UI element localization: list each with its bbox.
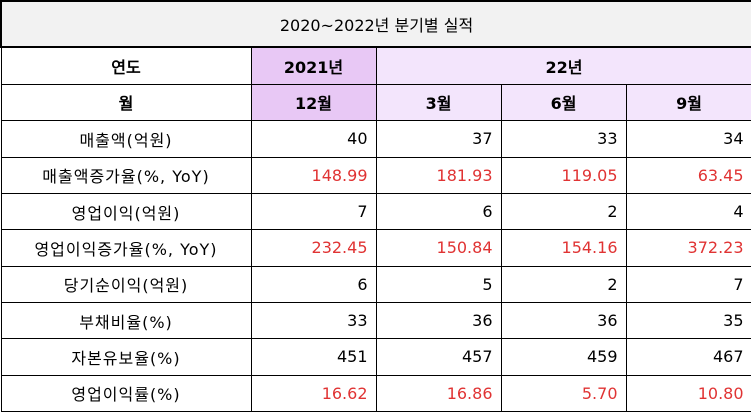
- value-cell: 7: [250, 192, 377, 231]
- value-cell: 37: [375, 120, 502, 158]
- year-header-row: 연도 2021년 22년: [0, 46, 751, 85]
- value-cell: 4: [625, 192, 751, 231]
- table-row: 매출액(억원) 40 37 33 34: [0, 120, 751, 158]
- table-row: 부채비율(%) 33 36 36 35: [0, 301, 751, 340]
- month-cell: 3월: [375, 83, 502, 122]
- month-cell: 12월: [250, 83, 377, 122]
- year-label-cell: 연도: [0, 46, 252, 85]
- row-label: 매출액증가율(%, YoY): [0, 156, 252, 194]
- table-row: 영업이익(억원) 7 6 2 4: [0, 192, 751, 231]
- value-cell: 16.86: [375, 374, 502, 412]
- value-cell: 372.23: [625, 229, 751, 267]
- value-cell: 63.45: [625, 156, 751, 194]
- month-label-cell: 월: [0, 83, 252, 122]
- value-cell: 181.93: [375, 156, 502, 194]
- year-22-cell: 22년: [375, 46, 751, 85]
- row-label: 영업이익률(%): [0, 374, 252, 412]
- value-cell: 7: [625, 265, 751, 303]
- month-header-row: 월 12월 3월 6월 9월: [0, 83, 751, 122]
- value-cell: 33: [250, 301, 377, 340]
- value-cell: 154.16: [500, 229, 627, 267]
- value-cell: 6: [375, 192, 502, 231]
- row-label: 매출액(억원): [0, 120, 252, 158]
- table-row: 자본유보율(%) 451 457 459 467: [0, 338, 751, 376]
- year-2021-cell: 2021년: [250, 46, 377, 85]
- value-cell: 119.05: [500, 156, 627, 194]
- value-cell: 5: [375, 265, 502, 303]
- table-body: 매출액(억원) 40 37 33 34 매출액증가율(%, YoY) 148.99 181.9…: [0, 120, 751, 412]
- value-cell: 457: [375, 338, 502, 376]
- row-label: 부채비율(%): [0, 301, 252, 340]
- month-cell: 6월: [500, 83, 627, 122]
- value-cell: 40: [250, 120, 377, 158]
- value-cell: 36: [375, 301, 502, 340]
- value-cell: 36: [500, 301, 627, 340]
- row-label: 자본유보율(%): [0, 338, 252, 376]
- value-cell: 459: [500, 338, 627, 376]
- table-title: 2020~2022년 분기별 실적: [0, 0, 751, 49]
- value-cell: 16.62: [250, 374, 377, 412]
- title-row: 2020~2022년 분기별 실적: [0, 0, 751, 49]
- value-cell: 148.99: [250, 156, 377, 194]
- month-cell: 9월: [625, 83, 751, 122]
- table-row: 매출액증가율(%, YoY) 148.99 181.93 119.05 63.45: [0, 156, 751, 194]
- table-row: 당기순이익(억원) 6 5 2 7: [0, 265, 751, 303]
- value-cell: 2: [500, 265, 627, 303]
- value-cell: 150.84: [375, 229, 502, 267]
- value-cell: 10.80: [625, 374, 751, 412]
- value-cell: 34: [625, 120, 751, 158]
- value-cell: 2: [500, 192, 627, 231]
- value-cell: 33: [500, 120, 627, 158]
- value-cell: 5.70: [500, 374, 627, 412]
- table-row: 영업이익증가율(%, YoY) 232.45 150.84 154.16 372.23: [0, 229, 751, 267]
- value-cell: 6: [250, 265, 377, 303]
- value-cell: 451: [250, 338, 377, 376]
- row-label: 영업이익증가율(%, YoY): [0, 229, 252, 267]
- row-label: 영업이익(억원): [0, 192, 252, 231]
- table-row: 영업이익률(%) 16.62 16.86 5.70 10.80: [0, 374, 751, 412]
- value-cell: 232.45: [250, 229, 377, 267]
- value-cell: 35: [625, 301, 751, 340]
- row-label: 당기순이익(억원): [0, 265, 252, 303]
- value-cell: 467: [625, 338, 751, 376]
